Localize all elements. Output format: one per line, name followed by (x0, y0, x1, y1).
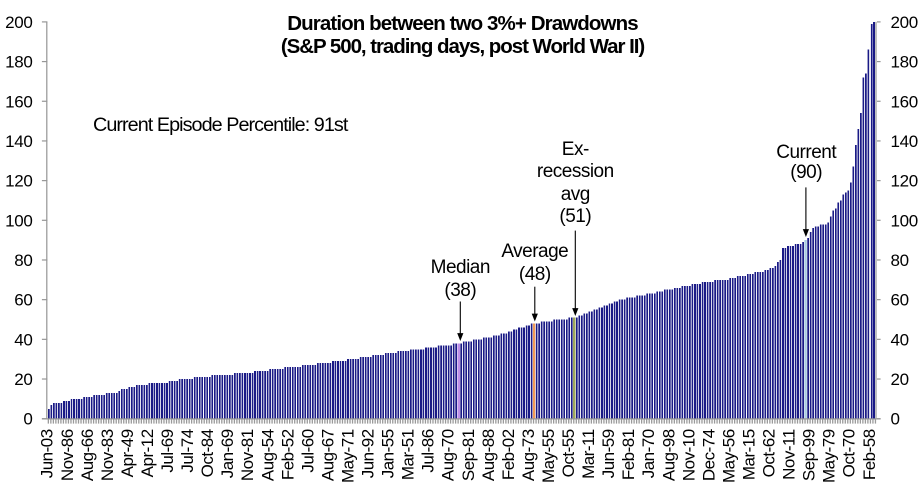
svg-text:60: 60 (891, 291, 909, 310)
svg-text:120: 120 (891, 172, 918, 191)
svg-text:Jan-55: Jan-55 (379, 429, 398, 478)
svg-text:Oct-84: Oct-84 (198, 429, 217, 477)
svg-text:Sep-99: Sep-99 (800, 429, 819, 481)
svg-text:Aug-73: Aug-73 (519, 429, 538, 481)
svg-text:120: 120 (5, 172, 32, 191)
svg-text:Aug-66: Aug-66 (78, 429, 97, 481)
svg-text:Nov-11: Nov-11 (780, 429, 799, 480)
svg-text:Aug-67: Aug-67 (318, 429, 337, 481)
svg-text:Jan-69: Jan-69 (218, 429, 237, 478)
svg-text:Jul-60: Jul-60 (298, 429, 317, 472)
svg-text:0: 0 (891, 410, 900, 429)
svg-text:May-71: May-71 (338, 429, 357, 483)
svg-text:Nov-86: Nov-86 (58, 429, 77, 481)
svg-text:60: 60 (14, 291, 32, 310)
svg-text:May-56: May-56 (719, 429, 738, 483)
svg-text:20: 20 (14, 370, 32, 389)
svg-text:Feb-52: Feb-52 (278, 429, 297, 480)
svg-text:160: 160 (5, 92, 32, 111)
svg-text:Nov-83: Nov-83 (98, 429, 117, 481)
svg-text:Oct-62: Oct-62 (760, 429, 779, 477)
svg-text:Nov-10: Nov-10 (679, 429, 698, 481)
svg-text:Mar-11: Mar-11 (579, 429, 598, 479)
svg-text:Aug-88: Aug-88 (479, 429, 498, 481)
svg-text:100: 100 (891, 211, 918, 230)
svg-text:140: 140 (891, 132, 918, 151)
svg-text:100: 100 (5, 211, 32, 230)
svg-text:Oct-70: Oct-70 (840, 429, 859, 477)
svg-text:Nov-81: Nov-81 (238, 429, 257, 481)
svg-text:Aug-70: Aug-70 (439, 429, 458, 481)
svg-text:Oct-55: Oct-55 (559, 429, 578, 477)
svg-text:Jun-03: Jun-03 (38, 429, 57, 478)
svg-text:May-55: May-55 (539, 429, 558, 483)
svg-text:180: 180 (5, 53, 32, 72)
svg-text:Feb-58: Feb-58 (860, 429, 879, 480)
svg-text:May-79: May-79 (820, 429, 839, 483)
svg-text:80: 80 (891, 251, 909, 270)
svg-text:Apr-49: Apr-49 (118, 429, 137, 477)
svg-text:Mar-15: Mar-15 (739, 429, 758, 480)
svg-text:Jun-92: Jun-92 (359, 429, 378, 478)
svg-text:Apr-12: Apr-12 (138, 429, 157, 477)
svg-text:Aug-54: Aug-54 (258, 429, 277, 481)
svg-text:140: 140 (5, 132, 32, 151)
svg-text:Jun-59: Jun-59 (599, 429, 618, 478)
svg-text:40: 40 (891, 330, 909, 349)
svg-text:Sep-81: Sep-81 (459, 429, 478, 481)
svg-text:Dec-74: Dec-74 (699, 429, 718, 481)
svg-text:Jul-69: Jul-69 (158, 429, 177, 472)
svg-text:Feb-81: Feb-81 (619, 429, 638, 480)
svg-text:200: 200 (5, 13, 32, 32)
svg-text:160: 160 (891, 92, 918, 111)
svg-text:Jan-70: Jan-70 (639, 429, 658, 478)
svg-text:Jul-74: Jul-74 (178, 429, 197, 472)
svg-text:200: 200 (891, 13, 918, 32)
svg-text:40: 40 (14, 330, 32, 349)
svg-text:Feb-02: Feb-02 (499, 429, 518, 480)
svg-text:Jul-86: Jul-86 (419, 429, 438, 472)
svg-text:20: 20 (891, 370, 909, 389)
svg-text:0: 0 (23, 410, 32, 429)
svg-text:180: 180 (891, 53, 918, 72)
svg-text:Mar-51: Mar-51 (399, 429, 418, 480)
svg-text:Aug-98: Aug-98 (659, 429, 678, 481)
svg-text:80: 80 (14, 251, 32, 270)
